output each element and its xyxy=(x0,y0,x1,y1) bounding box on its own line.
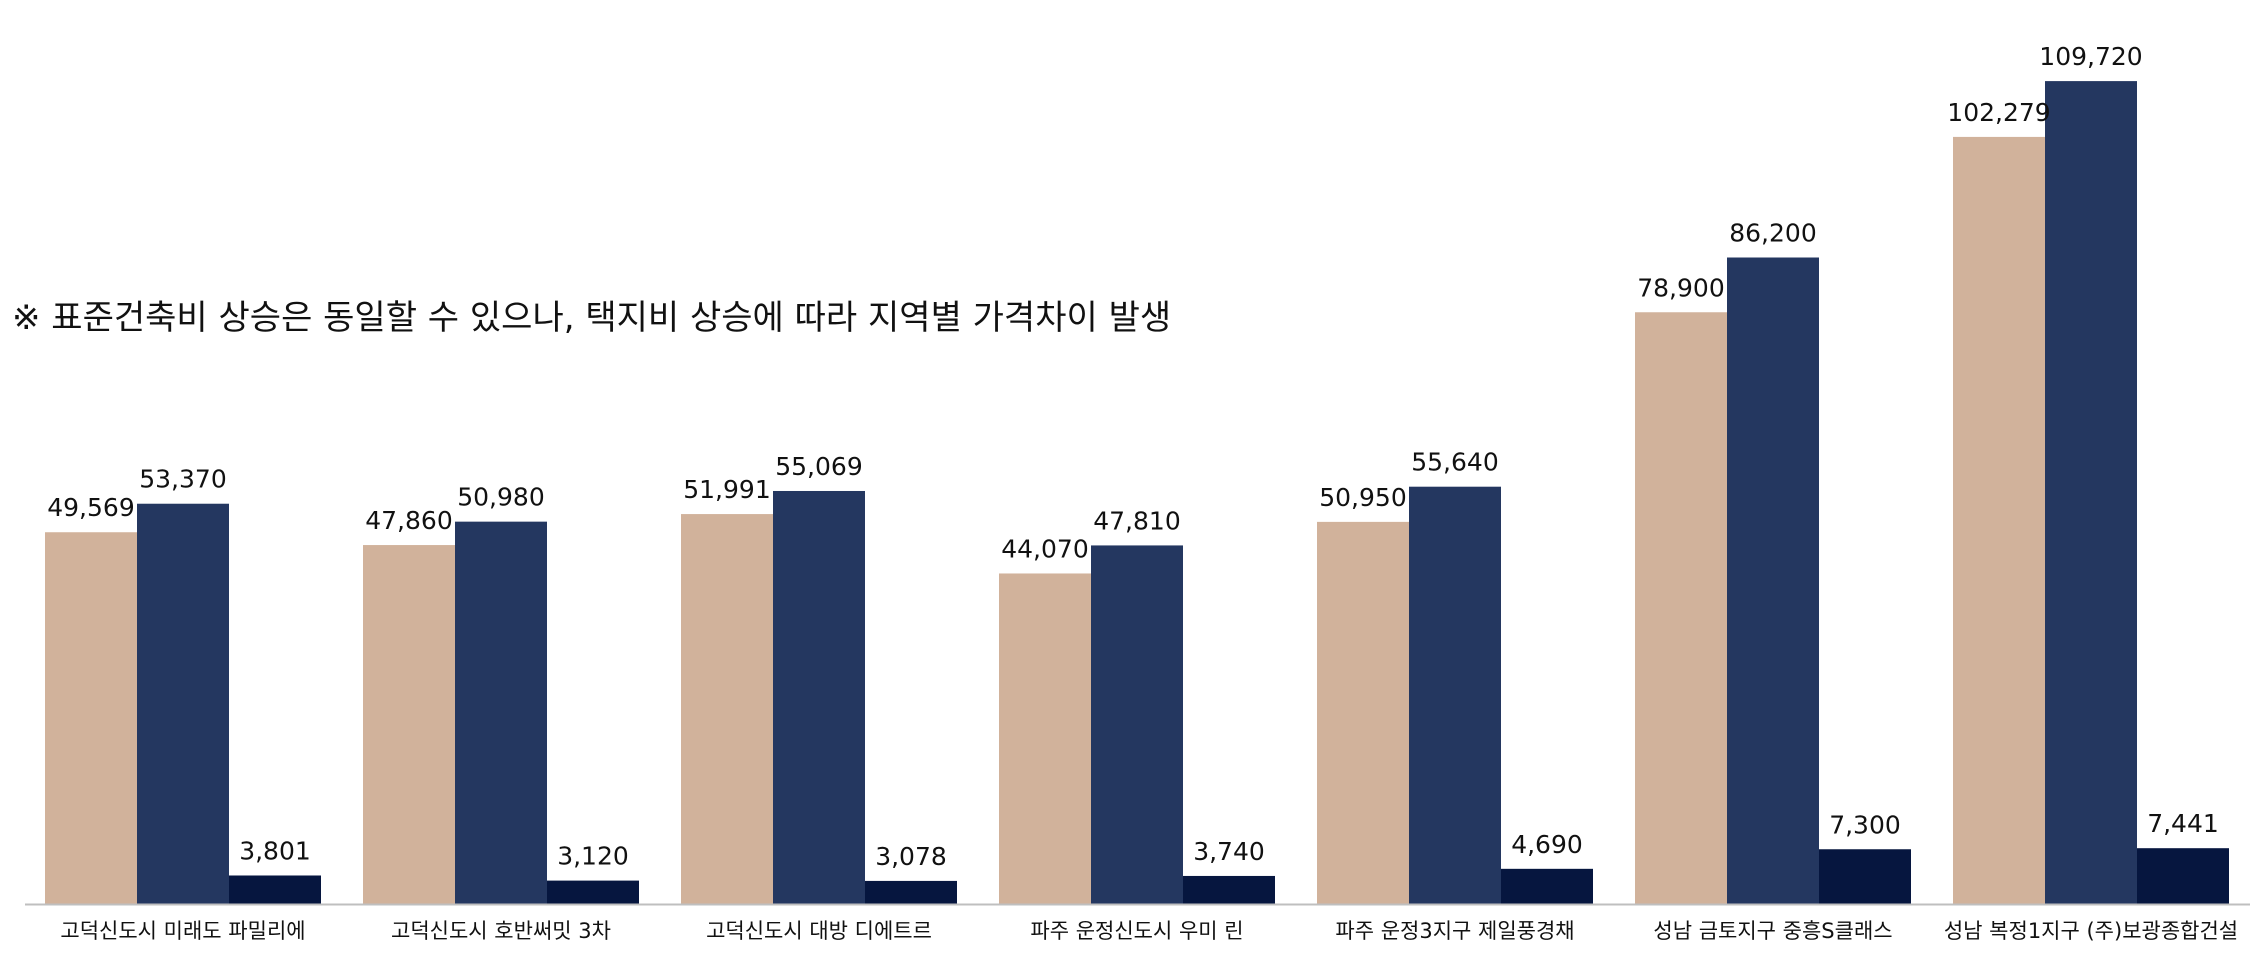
category-label-3: 고덕신도시 대방 디에트르 xyxy=(706,919,932,943)
value-label-5-series-3: 4,690 xyxy=(1511,830,1583,859)
category-label-7: 성남 복정1지구 (주)보광종합건설 xyxy=(1944,919,2238,943)
value-label-5-series-1: 50,950 xyxy=(1319,483,1406,512)
value-label-6-series-2: 86,200 xyxy=(1729,219,1816,248)
value-label-2-series-1: 47,860 xyxy=(365,506,452,535)
value-label-1-series-3: 3,801 xyxy=(239,836,311,865)
chart-annotation: ※ 표준건축비 상승은 동일할 수 있으나, 택지비 상승에 따라 지역별 가격… xyxy=(12,298,1172,338)
bar-6-series-3 xyxy=(1819,849,1911,904)
category-label-5: 파주 운정3지구 제일풍경채 xyxy=(1335,919,1574,943)
bar-4-series-3 xyxy=(1183,875,1275,904)
bar-3-series-1 xyxy=(681,514,773,904)
value-label-5-series-2: 55,640 xyxy=(1411,448,1498,477)
category-labels-layer: 고덕신도시 미래도 파밀리에 고덕신도시 호반써밋 3차 고덕신도시 대방 디에트르… xyxy=(60,919,2238,943)
value-label-4-series-2: 47,810 xyxy=(1093,506,1180,535)
value-label-2-series-2: 50,980 xyxy=(457,483,544,512)
bar-5-series-2 xyxy=(1409,486,1501,904)
category-label-2: 고덕신도시 호반써밋 3차 xyxy=(391,919,611,943)
value-label-3-series-2: 55,069 xyxy=(775,452,862,481)
bar-5-series-3 xyxy=(1501,868,1593,904)
category-label-4: 파주 운정신도시 우미 린 xyxy=(1030,919,1243,943)
bar-7-series-2 xyxy=(2045,81,2137,905)
category-label-6: 성남 금토지구 중흥S클래스 xyxy=(1653,919,1892,943)
value-label-3-series-1: 51,991 xyxy=(683,475,770,504)
bar-6-series-1 xyxy=(1635,312,1727,904)
bar-2-series-3 xyxy=(547,880,639,904)
value-label-1-series-2: 53,370 xyxy=(139,465,226,494)
category-label-1: 고덕신도시 미래도 파밀리에 xyxy=(60,919,305,943)
value-label-4-series-3: 3,740 xyxy=(1193,837,1265,866)
bar-3-series-3 xyxy=(865,880,957,904)
bars-layer xyxy=(45,81,2229,905)
bar-3-series-2 xyxy=(773,490,865,904)
bar-2-series-1 xyxy=(363,545,455,904)
bar-4-series-1 xyxy=(999,573,1091,904)
value-label-3-series-3: 3,078 xyxy=(875,842,947,871)
bar-1-series-3 xyxy=(229,875,321,904)
bar-7-series-1 xyxy=(1953,136,2045,905)
bar-7-series-3 xyxy=(2137,848,2229,904)
value-label-2-series-3: 3,120 xyxy=(557,842,629,871)
value-label-7-series-1: 102,279 xyxy=(1947,98,2050,127)
value-label-6-series-3: 7,300 xyxy=(1829,810,1901,839)
bar-1-series-1 xyxy=(45,532,137,904)
bar-4-series-2 xyxy=(1091,545,1183,904)
value-label-1-series-1: 49,569 xyxy=(47,493,134,522)
bar-2-series-2 xyxy=(455,521,547,904)
bar-1-series-2 xyxy=(137,503,229,904)
bar-6-series-2 xyxy=(1727,257,1819,904)
value-label-7-series-3: 7,441 xyxy=(2147,809,2219,838)
value-label-4-series-1: 44,070 xyxy=(1001,534,1088,563)
bar-5-series-1 xyxy=(1317,521,1409,904)
value-label-7-series-2: 109,720 xyxy=(2039,42,2142,71)
value-label-6-series-1: 78,900 xyxy=(1637,273,1724,302)
